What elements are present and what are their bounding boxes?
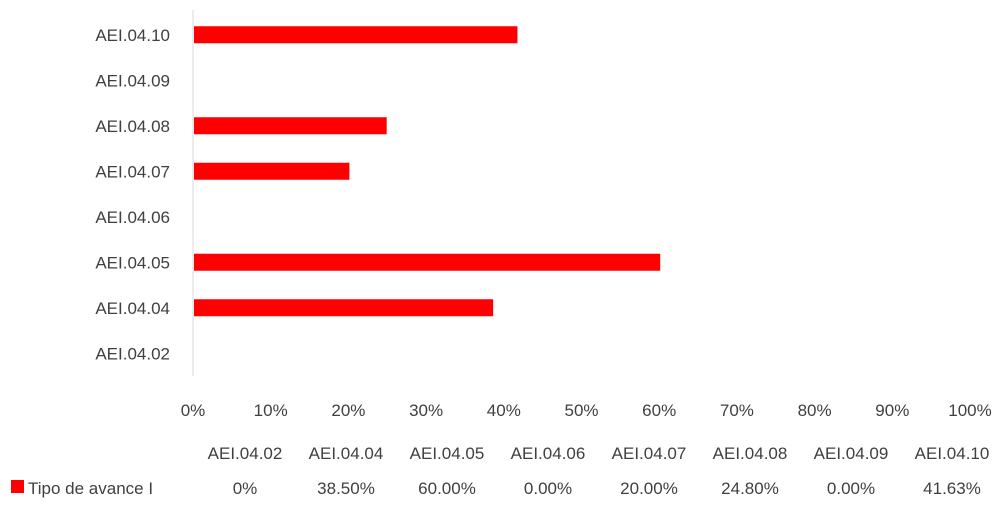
bars: [194, 26, 661, 317]
x-tick-label: 50%: [564, 401, 598, 420]
table-header: AEI.04.02: [208, 444, 283, 463]
y-axis-label: AEI.04.10: [95, 26, 170, 45]
x-tick-label: 90%: [875, 401, 909, 420]
x-axis-tick-labels: 0% 10% 20% 30% 40% 50% 60% 70% 80% 90% 100%: [181, 401, 992, 420]
y-axis-label: AEI.04.04: [95, 299, 170, 318]
x-tick-label: 0%: [181, 401, 206, 420]
legend-key: [11, 480, 24, 493]
x-tick-label: 100%: [948, 401, 991, 420]
y-axis-labels: AEI.04.02 AEI.04.04 AEI.04.05 AEI.04.06 AEI.…: [95, 26, 170, 364]
x-tick-label: 80%: [798, 401, 832, 420]
y-axis-label: AEI.04.08: [95, 117, 170, 136]
x-tick-label: 30%: [409, 401, 443, 420]
table-header: AEI.04.04: [309, 444, 384, 463]
y-axis-label: AEI.04.05: [95, 253, 170, 272]
table-header: AEI.04.10: [915, 444, 990, 463]
bar: [194, 253, 661, 271]
legend-series-name: Tipo de avance I: [28, 479, 153, 498]
y-axis-label: AEI.04.09: [95, 71, 170, 90]
table-value: 20.00%: [620, 479, 678, 498]
table-header: AEI.04.09: [814, 444, 889, 463]
table-value: 60.00%: [418, 479, 476, 498]
y-axis-label: AEI.04.06: [95, 208, 170, 227]
table-header: AEI.04.07: [612, 444, 687, 463]
x-tick-label: 70%: [720, 401, 754, 420]
bar: [194, 26, 518, 44]
x-tick-label: 10%: [254, 401, 288, 420]
x-tick-label: 40%: [487, 401, 521, 420]
table-value: 24.80%: [721, 479, 779, 498]
data-table: AEI.04.02 0% AEI.04.04 38.50% AEI.04.05 60.00…: [11, 444, 989, 498]
bar: [194, 117, 387, 135]
table-header: AEI.04.05: [410, 444, 485, 463]
bar: [194, 299, 494, 317]
table-value: 0.00%: [524, 479, 572, 498]
table-value: 41.63%: [923, 479, 981, 498]
y-axis-label: AEI.04.02: [95, 344, 170, 363]
bar: [194, 162, 350, 180]
table-header: AEI.04.08: [713, 444, 788, 463]
table-value: 0.00%: [827, 479, 875, 498]
table-value: 38.50%: [317, 479, 375, 498]
x-tick-label: 60%: [642, 401, 676, 420]
table-value: 0%: [233, 479, 258, 498]
y-axis-label: AEI.04.07: [95, 162, 170, 181]
table-header: AEI.04.06: [511, 444, 586, 463]
x-tick-label: 20%: [331, 401, 365, 420]
